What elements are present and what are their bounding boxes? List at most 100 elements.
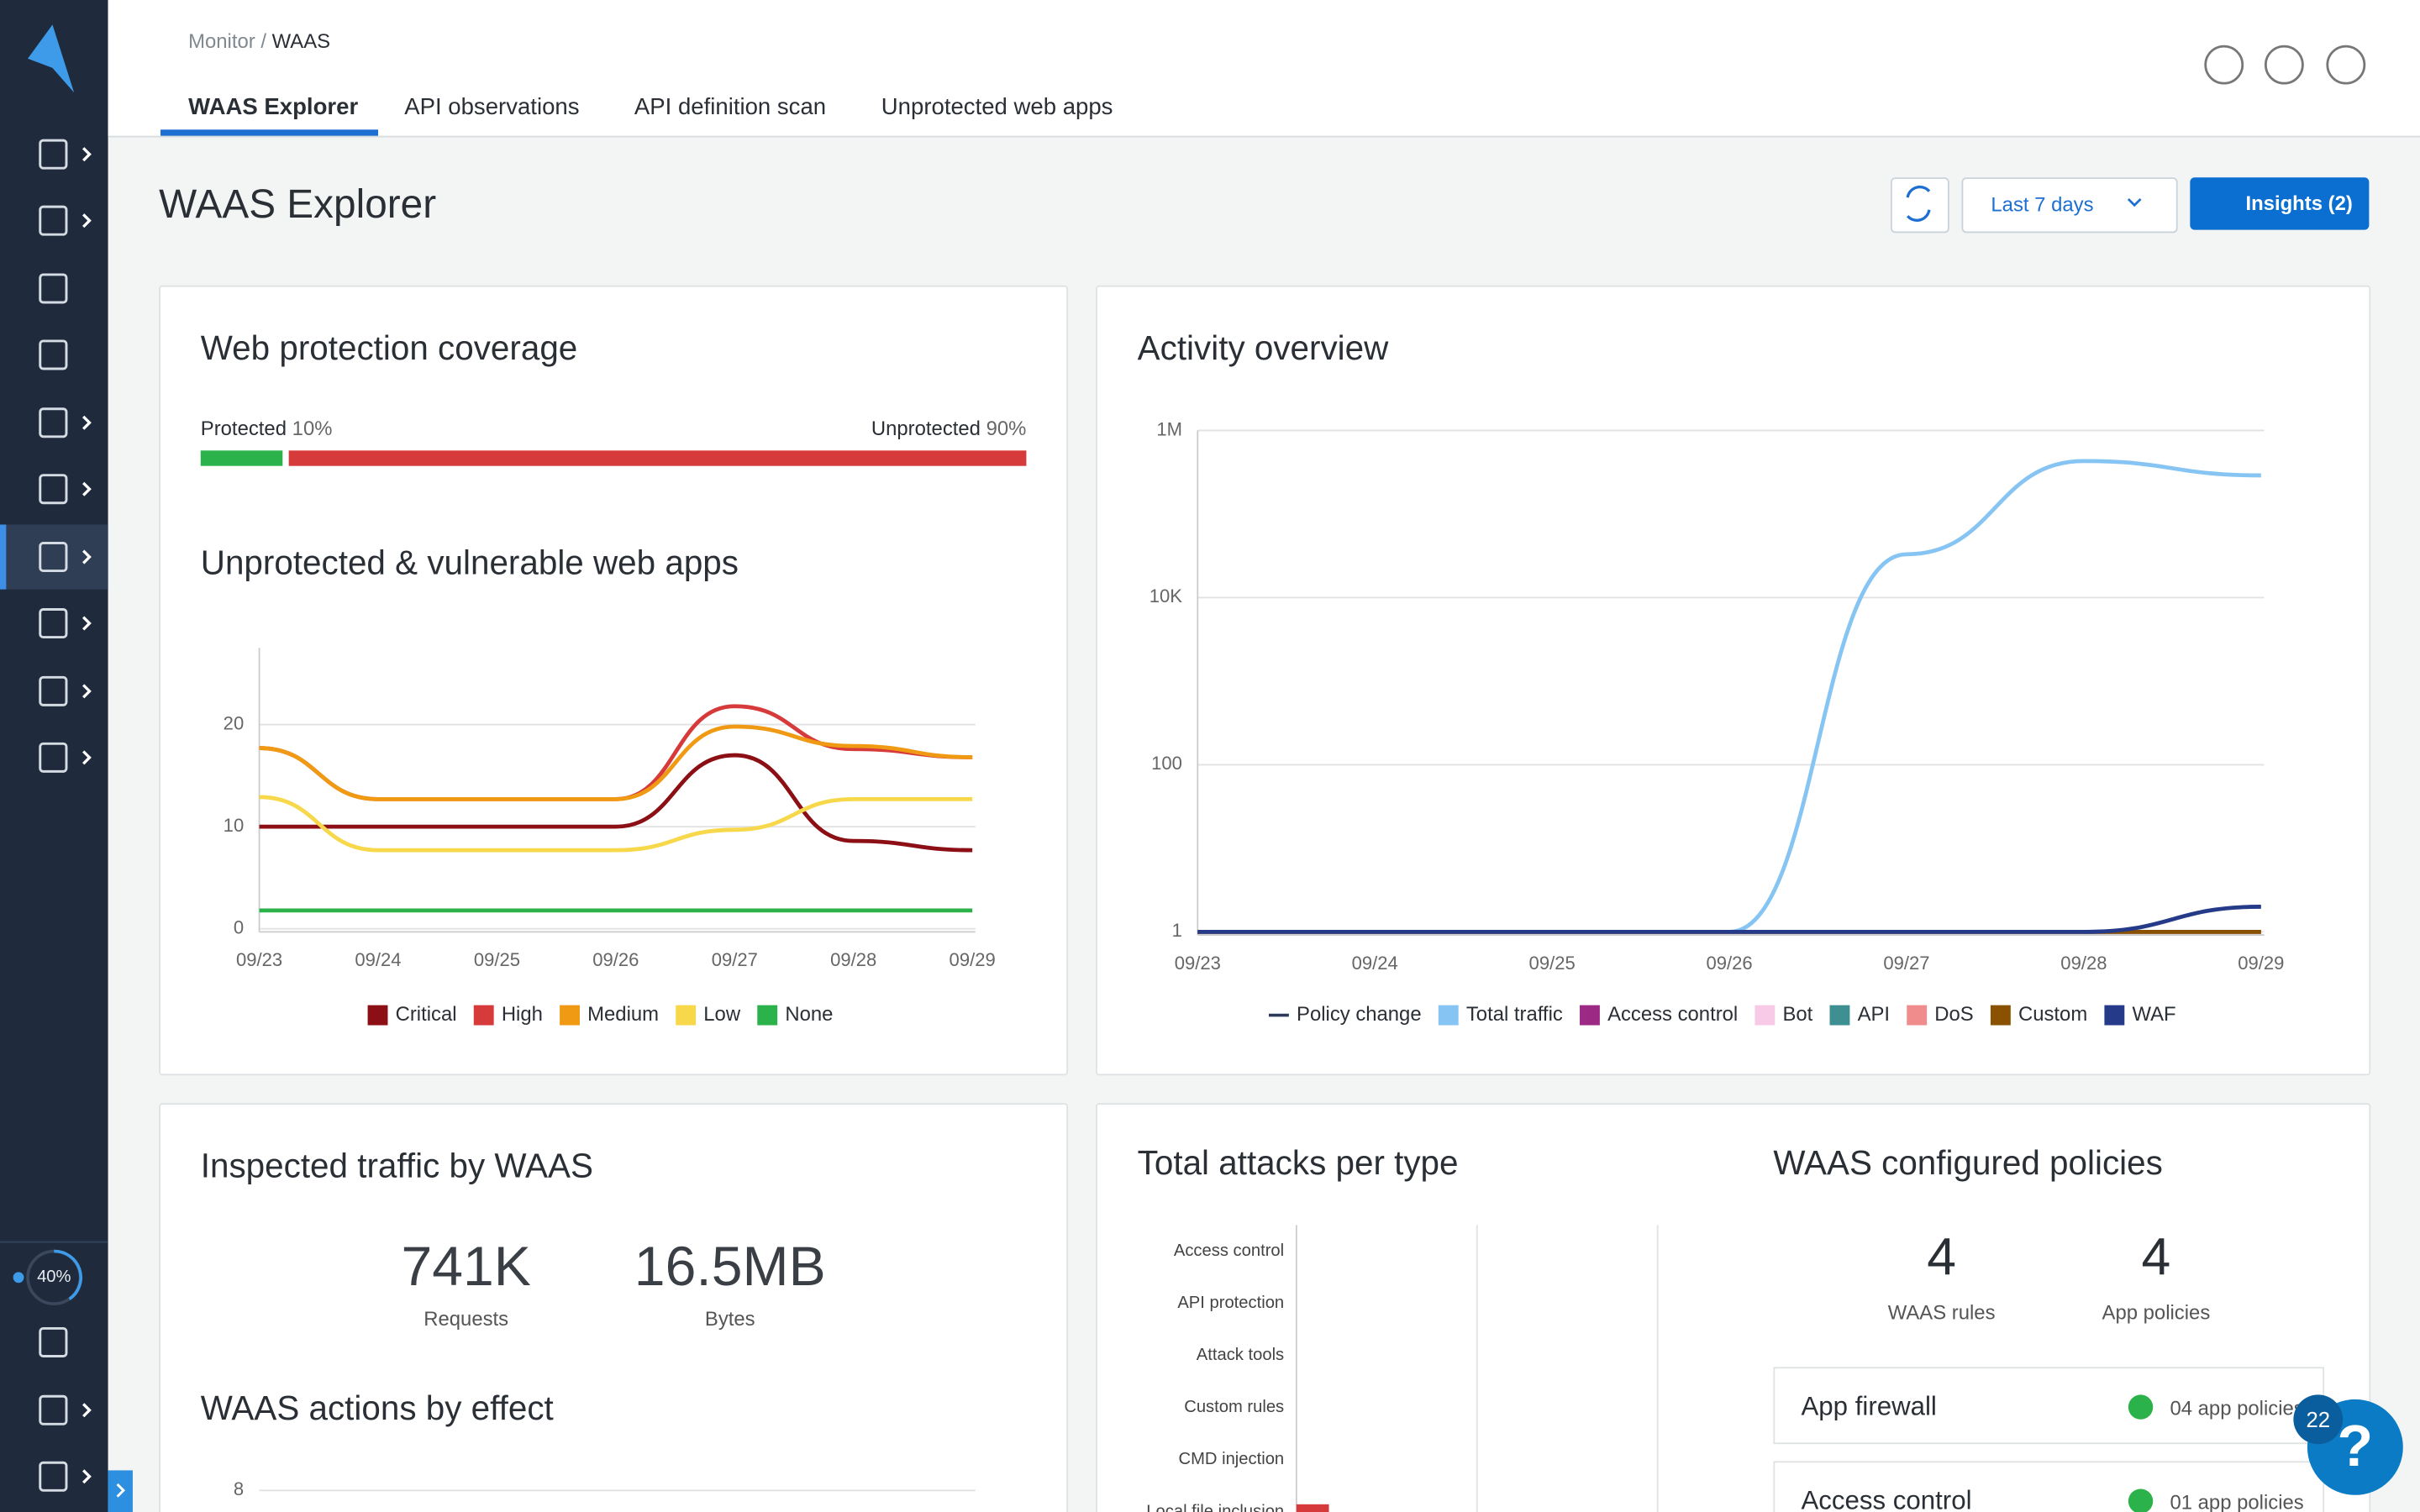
help-button[interactable]: ? (2307, 1399, 2403, 1495)
x-tick-label: 09/28 (2060, 953, 2107, 974)
x-tick-label: 09/24 (355, 949, 401, 970)
logo (28, 24, 75, 93)
value-label: 90% (986, 416, 1027, 440)
stat-label: App policies (2102, 1300, 2211, 1324)
x-tick-label: 09/23 (236, 949, 282, 970)
legend-marker (1907, 1005, 1928, 1026)
x-tick-label: 09/24 (1352, 953, 1398, 974)
tab[interactable]: API observations (404, 94, 580, 121)
legend-label: WAF (2132, 1003, 2175, 1026)
stat-label: WAAS rules (1887, 1300, 1996, 1324)
legend-label: Bot (1783, 1003, 1813, 1026)
legend-marker (1754, 1005, 1776, 1026)
nav-chevron (82, 213, 92, 228)
legend: Policy change Total traffic Access control… (1268, 1003, 2176, 1026)
insights-label: Insights (2) (2245, 191, 2353, 215)
legend-marker (1829, 1005, 1850, 1026)
legend-label: High (502, 1003, 543, 1026)
stat-value: 4 (2141, 1228, 2171, 1287)
breadcrumb-parent[interactable]: Monitor / (188, 29, 266, 53)
coverage-label: Protected 10% (201, 417, 333, 440)
y-tick-label: 20 (224, 712, 245, 733)
nav-icon (39, 675, 68, 706)
tab[interactable]: WAAS Explorer (188, 94, 359, 121)
nav-icon (39, 139, 68, 170)
legend-marker (560, 1005, 580, 1026)
nav-chevron (82, 1403, 92, 1418)
chart-icon[interactable] (2326, 45, 2366, 85)
nav-chevron (82, 481, 92, 496)
x-tick-label: 09/29 (950, 949, 996, 970)
nav-icon (39, 608, 68, 639)
y-tick-label: 8 (234, 1478, 244, 1499)
legend-label: DoS (1934, 1003, 1973, 1026)
legend-label: Critical (396, 1003, 457, 1026)
tab[interactable]: API definition scan (634, 94, 827, 121)
legend-marker (2104, 1005, 2125, 1026)
date-range: Last 7 days (1991, 192, 2094, 217)
label: Protected (200, 416, 287, 440)
nav-chevron (82, 750, 92, 765)
y-tick-label: 1 (1172, 920, 1182, 941)
legend-marker (757, 1005, 778, 1026)
tab[interactable]: Unprotected web apps (881, 94, 1113, 121)
series-line (259, 704, 973, 801)
policy-row[interactable]: Access control 01 app policies (1773, 1461, 2325, 1512)
legend-label: API (1858, 1003, 1890, 1026)
legend-marker (1580, 1005, 1600, 1026)
value-label: 10% (292, 416, 333, 440)
card-title: WAAS actions by effect (200, 1389, 554, 1427)
stat-value: 4 (1927, 1228, 1956, 1287)
nav-chevron (82, 415, 92, 430)
legend-marker (676, 1005, 697, 1026)
card (159, 1103, 1069, 1512)
y-tick-label: 100 (1151, 753, 1182, 774)
bar (1296, 1504, 1329, 1512)
card-title: Unprotected & vulnerable web apps (200, 543, 739, 582)
x-tick-label: 09/27 (712, 949, 758, 970)
progress-label: 40% (37, 1268, 71, 1286)
policy-name: App firewall (1801, 1391, 1937, 1421)
card-title: Web protection coverage (200, 328, 578, 368)
legend-label: Custom (2018, 1003, 2087, 1026)
nav-icon (39, 1461, 68, 1492)
help-icon[interactable] (2204, 45, 2244, 85)
x-tick-label: 09/27 (1883, 953, 1929, 974)
y-tick-label: Attack tools (1197, 1346, 1284, 1364)
card-title: Activity overview (1137, 328, 1389, 368)
y-tick-label: 0 (234, 917, 244, 938)
page-title: WAAS Explorer (159, 180, 437, 228)
legend-marker (1438, 1005, 1459, 1026)
insights-button[interactable]: Insights (2) (2190, 177, 2370, 230)
legend-marker (473, 1005, 494, 1026)
y-tick-label: 10K (1150, 585, 1183, 606)
nav-icon (39, 205, 68, 236)
card-title: WAAS configured policies (1773, 1143, 2163, 1182)
stat-value: 16.5MB (634, 1234, 826, 1298)
policy-name: Access control (1801, 1485, 1972, 1512)
stat-value: 741K (401, 1234, 531, 1298)
policy-row[interactable]: App firewall 04 app policies (1773, 1367, 2325, 1445)
y-tick-label: 1M (1156, 418, 1182, 439)
legend-label: Access control (1607, 1003, 1738, 1026)
expand-tab[interactable] (108, 1470, 133, 1512)
y-tick-label: Local file inclusion (1146, 1502, 1284, 1512)
nav-icon (39, 1394, 68, 1425)
bell-icon[interactable] (2264, 45, 2304, 85)
legend: Critical High Medium Low None (367, 1003, 833, 1026)
date-dropdown[interactable]: Last 7 days (1961, 177, 2178, 234)
coverage-bar (288, 450, 1027, 466)
x-tick-label: 09/25 (474, 949, 520, 970)
breadcrumb-current: WAAS (271, 29, 331, 53)
nav-chevron (82, 1469, 92, 1484)
help-badge: 22 (2293, 1394, 2344, 1445)
nav-chevron (82, 684, 92, 699)
y-tick-label: API protection (1177, 1294, 1284, 1312)
nav-chevron (82, 147, 92, 162)
coverage-label: Unprotected 90% (871, 417, 1027, 440)
check-icon (2128, 1394, 2154, 1420)
legend-marker (1990, 1005, 2011, 1026)
legend-label: Total traffic (1466, 1003, 1563, 1026)
